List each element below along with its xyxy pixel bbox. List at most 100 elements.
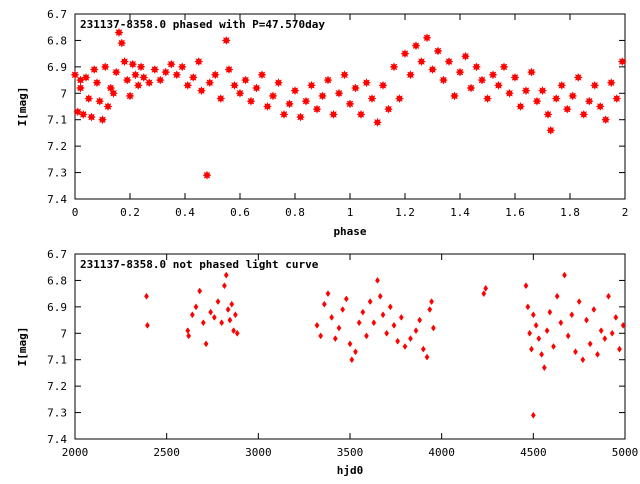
- unphased-data-point: [395, 337, 401, 345]
- unphased-data-point: [349, 356, 355, 364]
- unphased-y-tick-label: 7.3: [47, 407, 67, 420]
- phased-plot: 6.7 6.8 6.9 7 7.1 7.2 7.3 7.4 0 0.2 0.4 0.6 0.8 1 1.2…: [16, 8, 628, 238]
- unphased-data-point: [208, 308, 214, 316]
- unphased-data-point: [554, 292, 560, 300]
- unphased-data-point: [576, 298, 582, 306]
- phased-data-point: [144, 78, 154, 88]
- phased-data-point: [188, 72, 198, 83]
- phased-data-point: [345, 99, 355, 109]
- phased-data-point: [284, 99, 295, 109]
- unphased-data-point: [380, 311, 386, 319]
- phased-data-point: [590, 80, 600, 90]
- phased-data-point: [433, 46, 443, 56]
- phased-data-point: [312, 104, 322, 114]
- unphased-data-point: [225, 306, 231, 313]
- unphased-x-tick-label: 3500: [337, 446, 364, 459]
- unphased-data-point: [189, 311, 195, 319]
- unphased-data-point: [417, 316, 423, 324]
- unphased-data-point: [427, 306, 433, 313]
- phased-x-ticks: 0 0.2 0.4 0.6 0.8 1 1.2 1.4 1.6 1.8 2: [72, 14, 628, 219]
- phased-data-point: [504, 88, 515, 98]
- phased-data-point: [510, 72, 520, 83]
- phased-data-point: [557, 80, 567, 90]
- phased-data-point: [601, 115, 611, 125]
- unphased-data-point: [536, 335, 542, 343]
- phased-data-point: [216, 93, 226, 104]
- unphased-data-point: [215, 298, 221, 306]
- phased-data-point: [111, 67, 121, 77]
- unphased-data-point: [211, 313, 217, 321]
- phased-data-point: [543, 109, 553, 120]
- phased-data-point: [150, 64, 160, 75]
- unphased-data-point: [227, 316, 233, 324]
- phased-data-point: [210, 70, 220, 80]
- unphased-data-point: [356, 319, 362, 327]
- unphased-data-point: [367, 298, 373, 306]
- unphased-x-tick-label: 4500: [520, 446, 547, 459]
- phased-data-point: [416, 56, 427, 67]
- phased-data-point: [196, 86, 207, 96]
- phased-data-point: [499, 62, 509, 72]
- unphased-data-point: [364, 332, 369, 340]
- phased-data-point: [290, 86, 300, 96]
- unphased-data-point: [541, 364, 547, 372]
- phased-data-point: [466, 83, 476, 93]
- phased-data-point: [240, 75, 251, 85]
- phased-data-point: [262, 101, 273, 112]
- unphased-data-point: [558, 319, 564, 327]
- phased-data-point: [339, 70, 350, 80]
- unphased-data-point: [431, 324, 436, 332]
- phased-data-point: [378, 80, 388, 90]
- unphased-data-point: [336, 324, 342, 332]
- unphased-data-point: [186, 332, 192, 340]
- phased-data-point: [133, 80, 143, 90]
- unphased-data-point: [325, 290, 331, 298]
- phased-data-point: [257, 70, 267, 80]
- phased-data-point: [521, 86, 531, 96]
- phased-data-point: [573, 72, 583, 83]
- phased-data-point: [103, 101, 113, 112]
- phased-data-point: [546, 125, 556, 135]
- phased-data-point: [334, 88, 344, 98]
- unphased-data-point: [329, 313, 335, 321]
- unphased-data-point: [429, 298, 434, 306]
- phased-data-point: [251, 83, 262, 93]
- phased-data-point: [301, 96, 311, 106]
- unphased-data-point: [193, 303, 199, 311]
- unphased-data-point: [595, 350, 600, 358]
- phased-data-point: [97, 115, 108, 125]
- phased-x-tick-label: 1.8: [560, 206, 580, 219]
- phased-data-point: [194, 56, 204, 67]
- phased-data-point: [350, 83, 361, 93]
- phased-data-point: [361, 78, 372, 88]
- phased-data-point: [477, 75, 487, 85]
- phased-y-tick-label: 6.8: [47, 34, 67, 47]
- unphased-data-point: [200, 319, 206, 327]
- phased-data-point: [515, 101, 526, 112]
- phased-data-point: [584, 96, 594, 106]
- phased-data-point: [617, 56, 627, 67]
- unphased-data-point: [602, 335, 608, 343]
- phased-data-point: [172, 70, 182, 80]
- unphased-data-point: [606, 292, 611, 300]
- phased-data-point: [81, 72, 91, 83]
- unphased-data-point: [591, 306, 597, 313]
- unphased-data-point: [375, 276, 380, 284]
- phased-y-tick-label: 6.7: [47, 8, 67, 21]
- phased-x-tick-label: 1: [347, 206, 354, 219]
- unphased-data-point: [481, 290, 487, 298]
- unphased-data-point: [384, 329, 390, 337]
- unphased-data-point: [314, 321, 320, 329]
- unphased-x-tick-label: 2000: [62, 446, 89, 459]
- phased-data-point: [568, 91, 578, 101]
- phased-data-point: [438, 75, 449, 85]
- unphased-data-point: [377, 292, 383, 300]
- phased-data-point: [455, 67, 465, 77]
- phased-data-point: [328, 109, 339, 120]
- phased-data-point: [84, 93, 94, 104]
- unphased-data-point: [233, 311, 238, 319]
- phased-x-tick-label: 1.4: [450, 206, 470, 219]
- phased-y-tick-label: 7.2: [47, 140, 67, 153]
- unphased-y-tick-label: 6.9: [47, 301, 67, 314]
- phased-data-point: [356, 109, 366, 120]
